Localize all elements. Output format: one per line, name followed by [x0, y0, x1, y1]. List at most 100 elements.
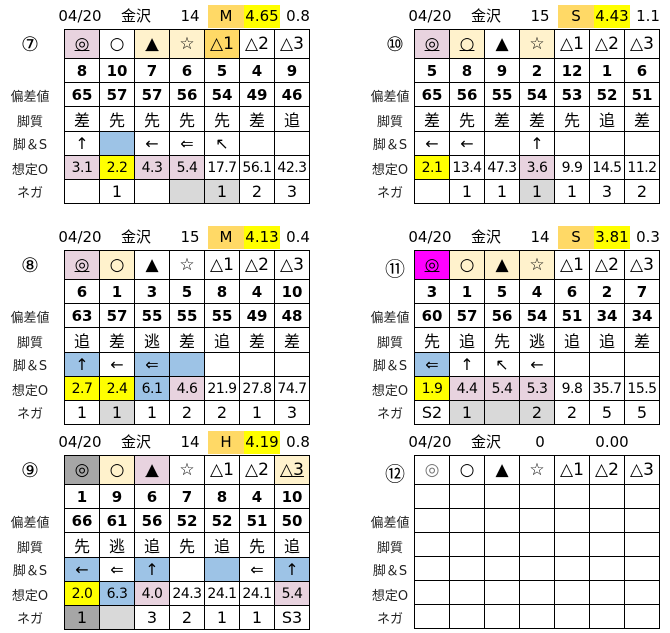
mark-cell: △3 — [624, 250, 660, 280]
deviation-cell: 57 — [99, 303, 135, 328]
trend-arrow-cell — [204, 557, 240, 582]
odds-row: 3.1 2.2 4.3 5.4 17.7 56.1 42.3 — [64, 155, 310, 180]
horse-number-cell: 8 — [204, 484, 240, 509]
prediction-table: ◎ ○ ▲ ☆ △1 △2 △3 8 10 7 6 5 4 9 65 57 57 56 54 49 46 差先先先先差追 ↑… — [64, 29, 310, 204]
header-count: 14 — [180, 433, 200, 451]
negative-cell: 3 — [589, 179, 625, 204]
header-count: 15 — [180, 228, 200, 246]
running-style-cell — [519, 532, 555, 557]
deviation-cell: 34 — [624, 303, 660, 328]
running-style-cell: 先 — [449, 106, 485, 132]
trend-arrow-cell — [99, 131, 135, 156]
negative-cell: 2 — [239, 179, 275, 204]
negative-cell — [589, 604, 625, 629]
trend-arrow-cell: ↖ — [204, 131, 240, 156]
deviation-cell: 60 — [414, 303, 450, 328]
running-style-cell: 差 — [169, 327, 205, 353]
expected-odds-cell: 1.9 — [414, 376, 450, 401]
header-venue: 金沢 — [470, 433, 501, 451]
header-grade-value: 0.00 — [595, 433, 629, 451]
mark-cell: ☆ — [519, 29, 555, 59]
deviation-cell: 49 — [239, 82, 275, 107]
deviation-cell: 56 — [169, 82, 205, 107]
header-date: 04/20 — [58, 228, 102, 246]
negative-cell: 1 — [449, 179, 485, 204]
row-label: 脚＆S — [372, 564, 408, 579]
trend-arrow-cell: ← — [519, 352, 555, 377]
running-style-cell: 差 — [624, 327, 660, 353]
mark-cell: △1 — [204, 29, 240, 59]
deviation-cell — [589, 508, 625, 533]
row-label: ネガ — [376, 186, 403, 201]
header-grade: S — [558, 226, 594, 249]
mark-cell: ◎ — [64, 455, 100, 485]
horse-number-cell: 1 — [99, 279, 135, 304]
running-style-cell: 追 — [589, 327, 625, 353]
row-label: 脚＆S — [12, 359, 48, 374]
deviation-cell: 48 — [274, 303, 310, 328]
mark-cell: ○ — [449, 455, 485, 485]
horse-number-cell — [589, 484, 625, 509]
horse-number-cell: 7 — [624, 279, 660, 304]
mark-cell: ○ — [449, 250, 485, 280]
expected-odds-cell: 24.1 — [204, 581, 240, 606]
horse-number-cell — [449, 484, 485, 509]
mark-cell: ▲ — [134, 250, 170, 280]
deviation-cell: 53 — [554, 82, 590, 107]
style-row: 追差逃差追差差 — [64, 327, 310, 353]
running-style-cell: 逃 — [134, 327, 170, 353]
mark-cell: △1 — [204, 250, 240, 280]
prediction-table: ◎ ○ ▲ ☆ △1 △2 △3 6 1 3 5 8 4 10 63 57 55 55 55 49 48 追差逃差追差差 ↑… — [64, 250, 310, 425]
trend-arrow-cell — [624, 131, 660, 156]
race-number: ⑩ — [386, 32, 404, 56]
deviation-cell: 52 — [204, 508, 240, 533]
negative-cell — [484, 400, 520, 425]
row-label: 偏差値 — [370, 311, 410, 326]
row-label: 想定O — [371, 589, 409, 604]
trend-arrow-cell: ↑ — [449, 352, 485, 377]
negative-cell: 1 — [554, 179, 590, 204]
trend-arrow-cell: ← — [99, 352, 135, 377]
expected-odds-cell: 24.3 — [169, 581, 205, 606]
running-style-cell: 先 — [64, 532, 100, 558]
negative-cell: 1 — [134, 400, 170, 425]
row-label: 脚＆S — [12, 138, 48, 153]
horse-number-cell: 5 — [414, 58, 450, 83]
odds-row — [414, 580, 660, 605]
trend-arrow-cell — [274, 131, 310, 156]
row-label: 偏差値 — [10, 90, 50, 105]
row-label: ネガ — [376, 612, 403, 627]
trend-arrow-cell — [274, 352, 310, 377]
deviation-cell — [449, 508, 485, 533]
trend-arrow-cell — [484, 556, 520, 581]
deviation-cell — [624, 508, 660, 533]
deviation-cell: 57 — [134, 82, 170, 107]
deviation-row: 66 61 56 52 52 51 50 — [64, 508, 310, 533]
negative-cell: S3 — [274, 605, 310, 630]
trend-arrow-cell: ⇐ — [99, 557, 135, 582]
running-style-cell: 先 — [169, 106, 205, 132]
horse-number-cell: 9 — [99, 484, 135, 509]
trend-arrow-cell — [169, 557, 205, 582]
expected-odds-cell: 13.4 — [449, 155, 485, 180]
trend-arrow-cell: ⇐ — [414, 352, 450, 377]
race-number: ⑪ — [385, 257, 405, 281]
race-number: ⑫ — [385, 462, 405, 486]
trend-arrow-cell — [239, 131, 275, 156]
expected-odds-cell — [589, 580, 625, 605]
row-label: 脚＆S — [372, 138, 408, 153]
negative-cell: 5 — [589, 400, 625, 425]
header-count: 15 — [530, 7, 550, 25]
negative-cell: 1 — [99, 179, 135, 204]
expected-odds-cell — [554, 580, 590, 605]
mark-cell: △2 — [589, 250, 625, 280]
header-grade-value: 4.43 — [594, 5, 630, 28]
trend-arrow-cell — [624, 556, 660, 581]
expected-odds-cell: 2.2 — [99, 155, 135, 180]
header-venue: 金沢 — [120, 228, 151, 246]
running-style-cell: 逃 — [99, 532, 135, 558]
row-label: 脚質 — [16, 336, 43, 351]
mark-cell: △2 — [239, 29, 275, 59]
running-style-cell — [414, 532, 450, 557]
